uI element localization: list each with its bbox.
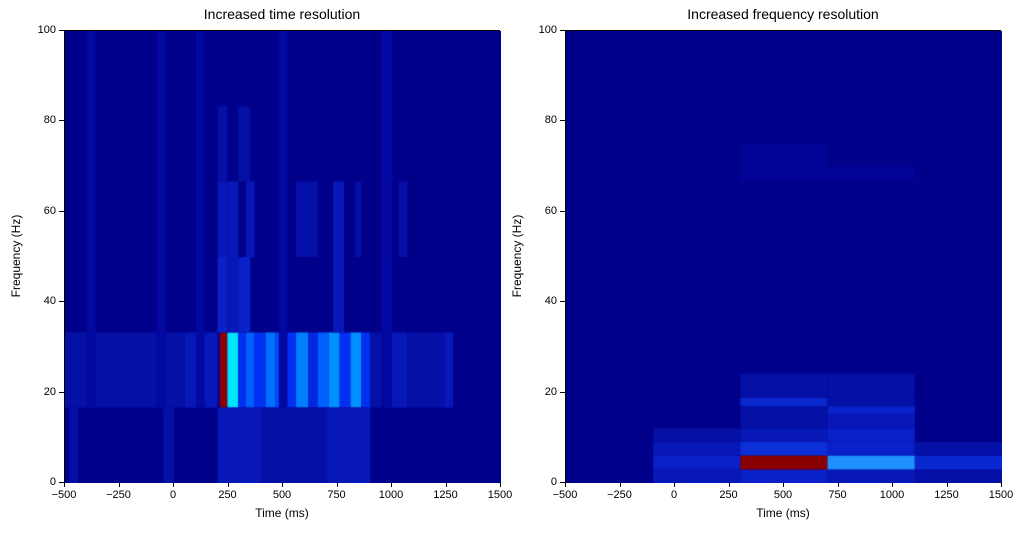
ytick-mark — [560, 211, 565, 212]
plot-area-right — [565, 30, 1001, 482]
ytick-label: 60 — [30, 205, 56, 217]
ytick-mark — [59, 392, 64, 393]
ytick-mark — [59, 30, 64, 31]
xtick-label: 1250 — [934, 489, 958, 501]
ytick-mark — [560, 120, 565, 121]
ytick-label: 80 — [531, 114, 557, 126]
ytick-label: 40 — [30, 295, 56, 307]
ytick-label: 0 — [531, 476, 557, 488]
xtick-label: 1000 — [379, 489, 403, 501]
xtick-label: −250 — [106, 489, 131, 501]
xtick-label: 750 — [828, 489, 846, 501]
xtick-mark — [173, 482, 174, 487]
xlabel-right: Time (ms) — [565, 506, 1001, 520]
ylabel-right: Frequency (Hz) — [510, 215, 524, 298]
heatmap-canvas-right — [566, 31, 1002, 483]
subplot-left: Increased time resolution Frequency (Hz)… — [64, 30, 500, 482]
xtick-mark — [674, 482, 675, 487]
ytick-label: 60 — [531, 205, 557, 217]
xtick-label: −500 — [52, 489, 77, 501]
ytick-mark — [59, 301, 64, 302]
xtick-mark — [838, 482, 839, 487]
ytick-label: 20 — [30, 386, 56, 398]
ytick-label: 20 — [531, 386, 557, 398]
ytick-mark — [560, 301, 565, 302]
ytick-mark — [59, 120, 64, 121]
xtick-mark — [64, 482, 65, 487]
figure: Increased time resolution Frequency (Hz)… — [0, 0, 1023, 545]
subplot-right: Increased frequency resolution Frequency… — [565, 30, 1001, 482]
xtick-mark — [282, 482, 283, 487]
xtick-label: −250 — [607, 489, 632, 501]
xtick-mark — [565, 482, 566, 487]
xtick-mark — [119, 482, 120, 487]
xtick-label: 1500 — [989, 489, 1013, 501]
xtick-label: −500 — [553, 489, 578, 501]
subplot-left-title: Increased time resolution — [64, 6, 500, 22]
xtick-mark — [783, 482, 784, 487]
ytick-mark — [560, 30, 565, 31]
ytick-mark — [59, 482, 64, 483]
xtick-mark — [620, 482, 621, 487]
subplot-right-title: Increased frequency resolution — [565, 6, 1001, 22]
ytick-label: 0 — [30, 476, 56, 488]
xtick-mark — [892, 482, 893, 487]
ytick-mark — [560, 392, 565, 393]
xtick-mark — [1001, 482, 1002, 487]
xtick-label: 1500 — [488, 489, 512, 501]
ytick-mark — [560, 482, 565, 483]
xtick-mark — [446, 482, 447, 487]
xtick-mark — [500, 482, 501, 487]
xlabel-left: Time (ms) — [64, 506, 500, 520]
xtick-mark — [391, 482, 392, 487]
xtick-label: 1000 — [880, 489, 904, 501]
xtick-mark — [337, 482, 338, 487]
heatmap-canvas-left — [65, 31, 501, 483]
xtick-mark — [947, 482, 948, 487]
xtick-label: 250 — [218, 489, 236, 501]
xtick-label: 500 — [774, 489, 792, 501]
ytick-label: 40 — [531, 295, 557, 307]
xtick-mark — [729, 482, 730, 487]
plot-area-left — [64, 30, 500, 482]
ylabel-left: Frequency (Hz) — [9, 215, 23, 298]
xtick-label: 500 — [273, 489, 291, 501]
xtick-mark — [228, 482, 229, 487]
ytick-label: 100 — [30, 24, 56, 36]
ytick-mark — [59, 211, 64, 212]
xtick-label: 750 — [327, 489, 345, 501]
xtick-label: 1250 — [433, 489, 457, 501]
ytick-label: 80 — [30, 114, 56, 126]
xtick-label: 0 — [671, 489, 677, 501]
ytick-label: 100 — [531, 24, 557, 36]
xtick-label: 250 — [719, 489, 737, 501]
xtick-label: 0 — [170, 489, 176, 501]
